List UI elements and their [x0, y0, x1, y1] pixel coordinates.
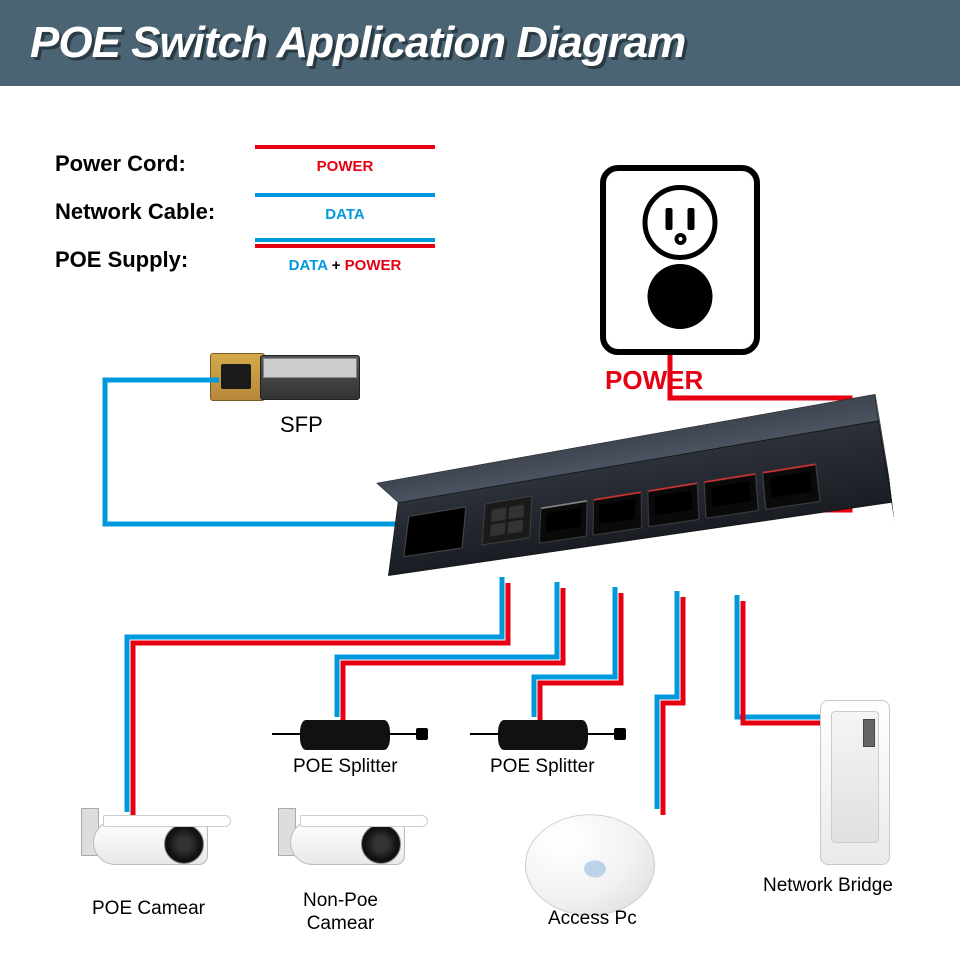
legend-data-line — [255, 193, 435, 197]
legend-power-label: Power Cord: — [55, 141, 245, 187]
legend-data-text: DATA — [245, 199, 445, 231]
switch-port — [762, 463, 821, 510]
access-point-label: Access Pc — [548, 908, 637, 930]
diagram-title: POE Switch Application Diagram — [0, 0, 960, 86]
legend-power-row: Power Cord: POWER — [55, 140, 445, 188]
switch-port — [592, 491, 642, 535]
legend: Power Cord: POWER Network Cable: DATA PO… — [55, 140, 445, 284]
switch-sfp-slot — [403, 507, 466, 558]
access-point-icon — [525, 814, 655, 915]
switch-led-panel — [481, 496, 532, 546]
power-outlet-label: POWER — [605, 365, 703, 396]
network-bridge-label: Network Bridge — [763, 875, 893, 897]
poe-camera-label: POE Camear — [92, 898, 205, 920]
legend-poe-line — [255, 238, 435, 248]
legend-power-text: POWER — [245, 151, 445, 183]
switch-port — [647, 482, 699, 527]
switch-port — [539, 500, 588, 544]
non-poe-camera-label: Non-Poe Camear — [303, 890, 378, 936]
network-bridge-icon — [820, 700, 890, 865]
legend-poe-row: POE Supply: DATA + POWER — [55, 236, 445, 284]
power-outlet-icon — [600, 165, 760, 355]
poe-splitter-icon — [498, 720, 588, 750]
legend-data-row: Network Cable: DATA — [55, 188, 445, 236]
poe-splitter-icon — [300, 720, 390, 750]
poe-switch-icon — [383, 420, 898, 611]
legend-power-line — [255, 145, 435, 149]
legend-data-label: Network Cable: — [55, 189, 245, 235]
legend-poe-text: DATA + POWER — [245, 250, 445, 282]
legend-poe-label: POE Supply: — [55, 237, 245, 283]
poe-splitter-label: POE Splitter — [293, 756, 398, 778]
poe-splitter-label-2: POE Splitter — [490, 756, 595, 778]
switch-port — [704, 473, 759, 519]
sfp-module-icon — [210, 350, 360, 405]
poe-camera-icon — [93, 820, 223, 880]
non-poe-camera-icon — [290, 820, 420, 880]
sfp-label: SFP — [280, 412, 323, 438]
